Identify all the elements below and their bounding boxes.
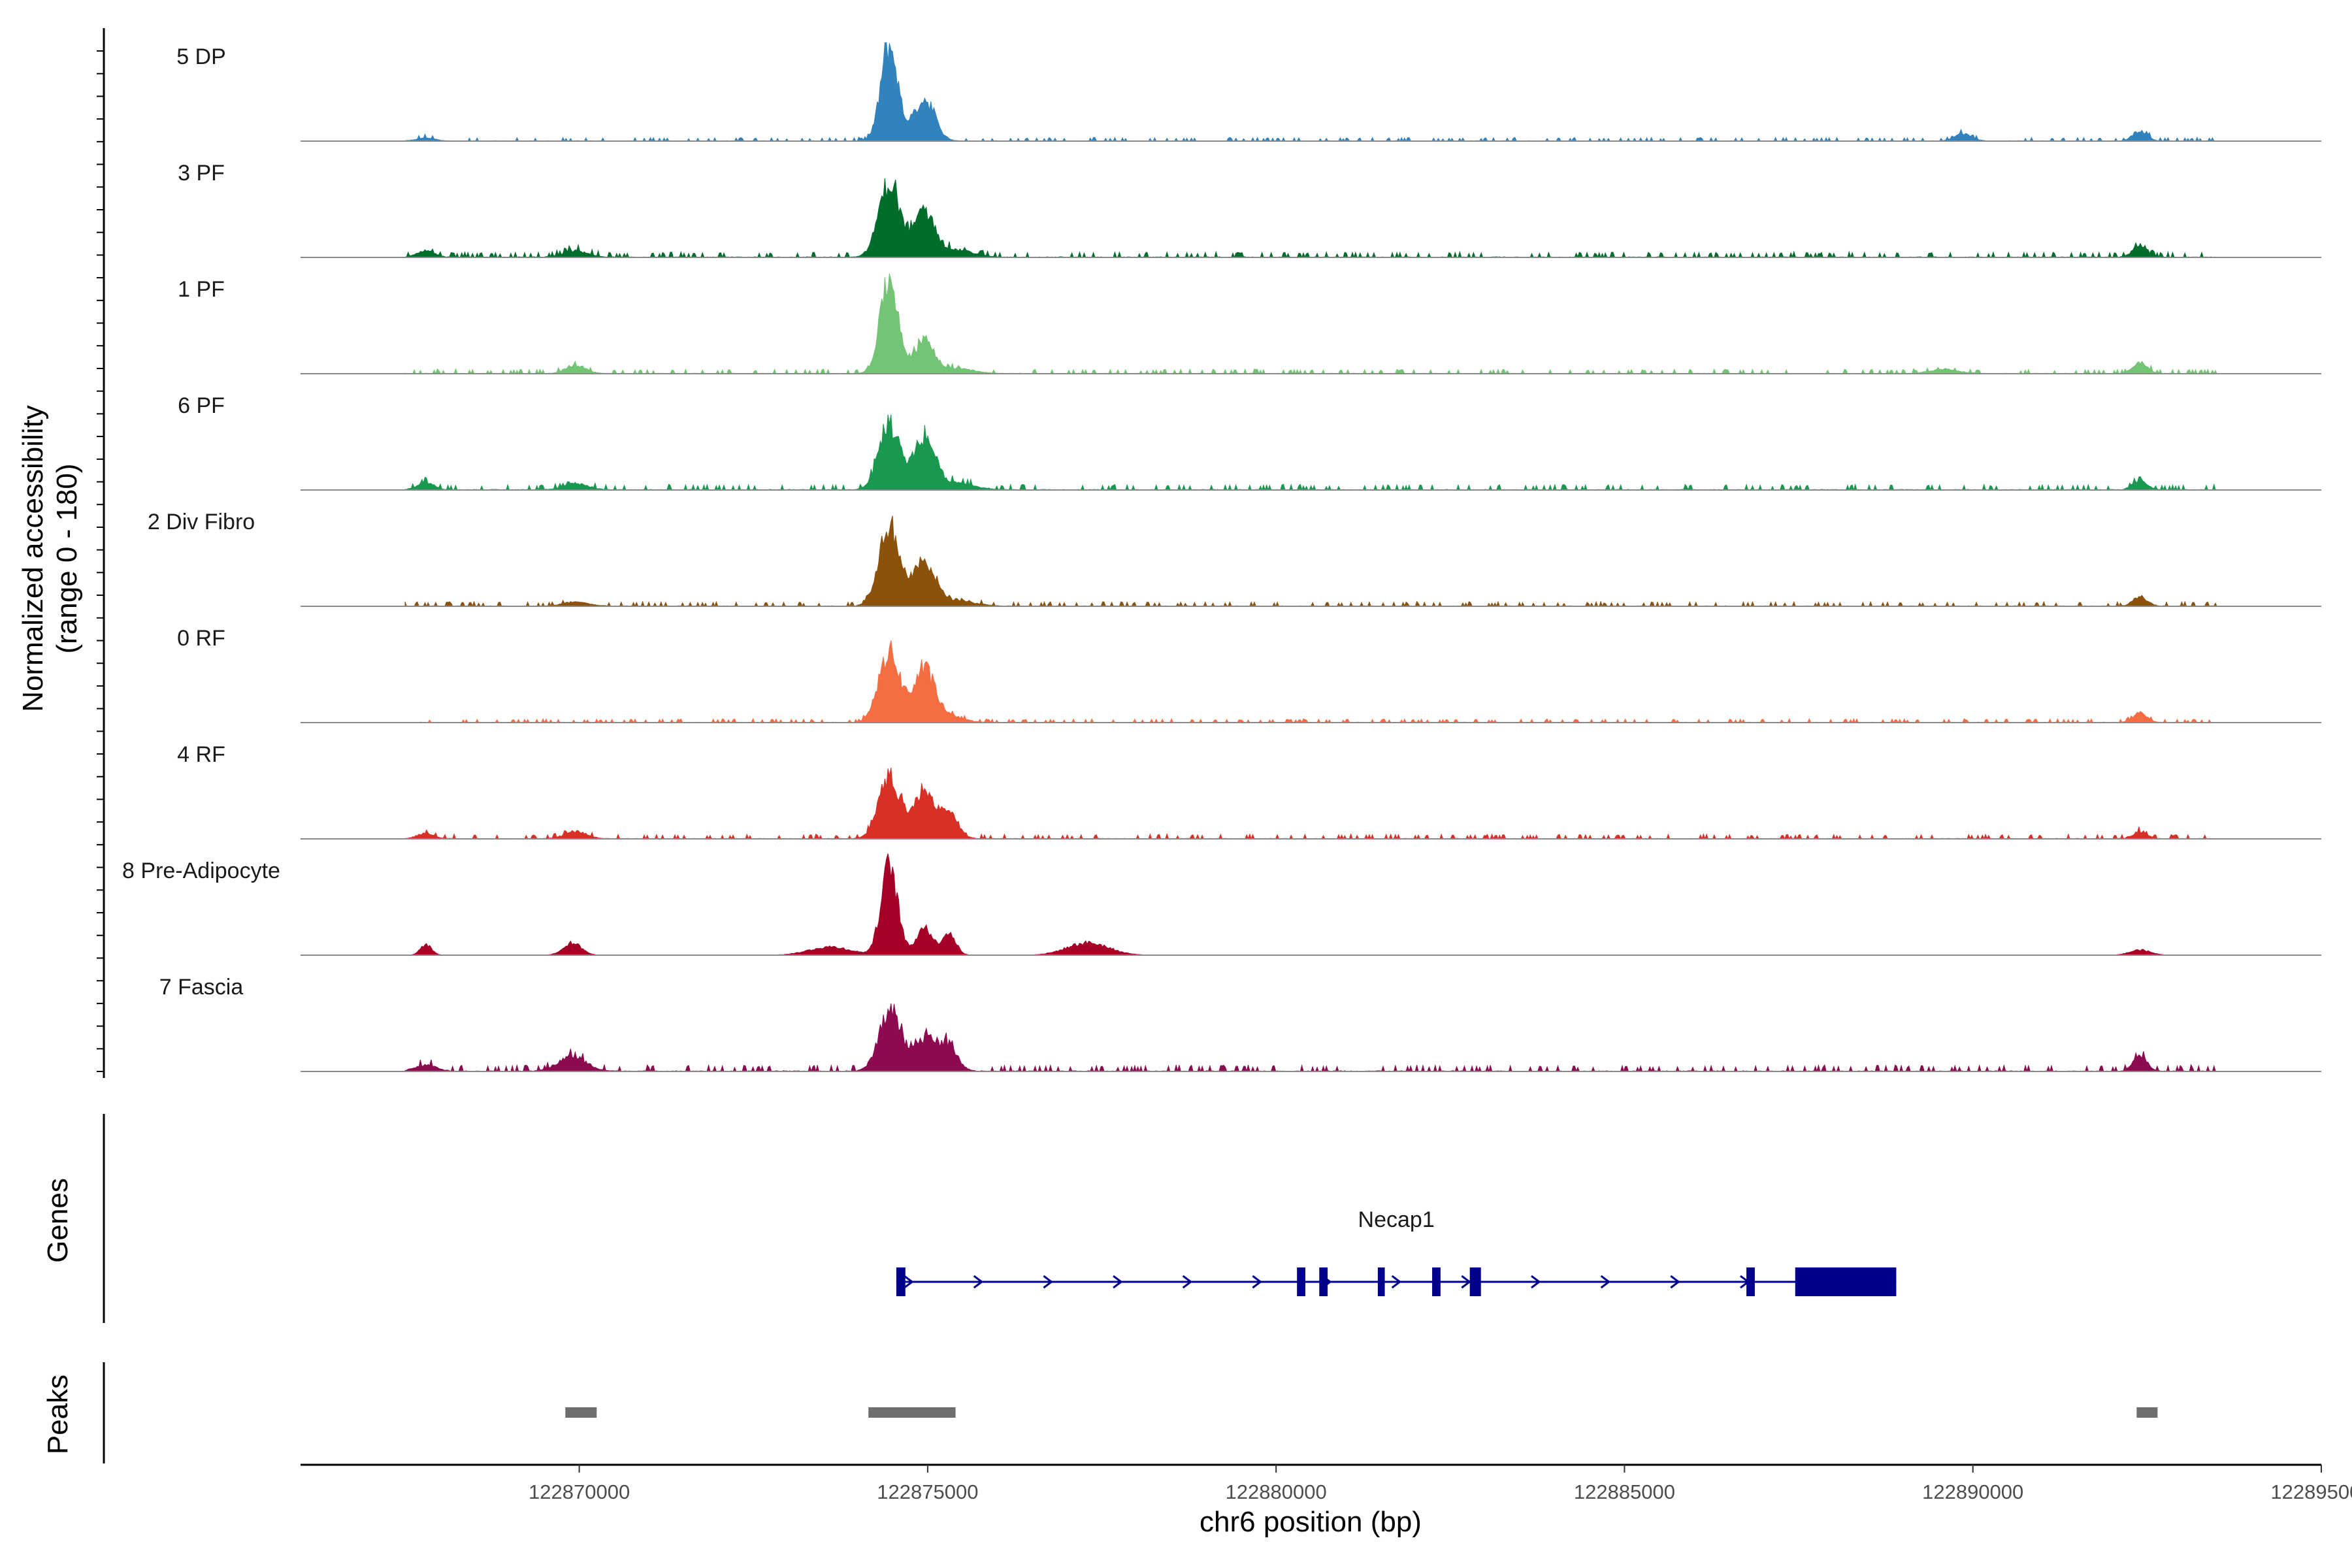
coverage-area-1-pf <box>404 273 2217 375</box>
x-tick-label: 122895000 <box>2270 1480 2352 1503</box>
gene-necap1: Necap1 <box>896 1207 1897 1296</box>
track-1-pf: 1 PF <box>178 273 2321 375</box>
track-label-3-pf: 3 PF <box>178 161 225 186</box>
strand-arrow-icon <box>1113 1275 1123 1289</box>
peak-regions <box>565 1407 2158 1418</box>
track-label-6-pf: 6 PF <box>178 393 225 418</box>
x-tick-label: 122885000 <box>1574 1480 1675 1503</box>
strand-arrow-icon <box>1531 1275 1541 1289</box>
track-2-div-fibro: 2 Div Fibro <box>148 510 2321 608</box>
strand-arrow-icon <box>1391 1275 1402 1289</box>
coverage-area-5-dp <box>404 42 2217 142</box>
genes-track-label: Genes <box>42 1178 74 1263</box>
strand-arrow-icon <box>1043 1275 1053 1289</box>
x-axis-title: chr6 position (bp) <box>1200 1506 1422 1538</box>
y-axis-title-line1: Normalized accessibility <box>17 405 49 711</box>
track-label-8-pre-adipocyte: 8 Pre-Adipocyte <box>122 858 280 883</box>
x-tick-label: 122890000 <box>1922 1480 2023 1503</box>
track-6-pf: 6 PF <box>178 393 2321 491</box>
exon-8 <box>1795 1267 1897 1296</box>
exon-3 <box>1319 1267 1328 1296</box>
x-tick-label: 122880000 <box>1226 1480 1327 1503</box>
track-7-fascia: 7 Fascia <box>159 975 2321 1073</box>
track-8-pre-adipocyte: 8 Pre-Adipocyte <box>122 853 2321 956</box>
gene-name-label: Necap1 <box>1358 1207 1435 1232</box>
coverage-area-0-rf <box>404 640 2217 724</box>
coverage-area-3-pf <box>404 178 2217 259</box>
track-3-pf: 3 PF <box>178 161 2321 259</box>
exon-2 <box>1297 1267 1305 1296</box>
track-label-1-pf: 1 PF <box>178 277 225 302</box>
peaks-track-label: Peaks <box>42 1375 74 1454</box>
coverage-area-2-div-fibro <box>404 515 2217 608</box>
exon-4 <box>1377 1267 1385 1296</box>
strand-arrow-icon <box>1182 1275 1193 1289</box>
strand-arrow-icon <box>1600 1275 1611 1289</box>
track-label-2-div-fibro: 2 Div Fibro <box>148 510 255 534</box>
strand-arrow-icon <box>904 1275 914 1289</box>
track-label-5-dp: 5 DP <box>176 44 226 69</box>
track-label-7-fascia: 7 Fascia <box>159 975 244 1000</box>
coverage-area-7-fascia <box>404 1003 2217 1073</box>
strand-arrow-icon <box>1670 1275 1680 1289</box>
coverage-y-axis <box>97 28 105 1078</box>
coverage-area-4-rf <box>404 768 2217 840</box>
track-4-rf: 4 RF <box>177 742 2321 840</box>
track-label-0-rf: 0 RF <box>177 626 225 651</box>
peak-region-3 <box>2136 1407 2158 1418</box>
peak-region-1 <box>565 1407 597 1418</box>
coverage-area-8-pre-adipocyte <box>405 853 2217 956</box>
coverage-area-6-pf <box>404 414 2217 491</box>
y-axis-title: Normalized accessibility (range 0 - 180) <box>17 405 83 711</box>
x-tick-label: 122875000 <box>877 1480 978 1503</box>
track-5-dp: 5 DP <box>176 42 2321 142</box>
strand-arrow-icon <box>1252 1275 1262 1289</box>
track-label-4-rf: 4 RF <box>177 742 225 767</box>
exon-5 <box>1432 1267 1441 1296</box>
exon-7 <box>1746 1267 1755 1296</box>
exon-1 <box>896 1267 906 1296</box>
peak-region-2 <box>868 1407 956 1418</box>
track-0-rf: 0 RF <box>177 626 2321 724</box>
coverage-tracks: 5 DP 3 PF 1 PF 6 PF 2 Div Fibro 0 RF 4 RF 8 Pre… <box>122 42 2321 1073</box>
x-tick-label: 122870000 <box>529 1480 630 1503</box>
x-axis-ticks: 122870000 122875000 122880000 122885000 1228… <box>529 1465 2352 1503</box>
strand-arrow-icon <box>973 1275 984 1289</box>
strand-arrow-icon <box>1461 1275 1471 1289</box>
y-axis-title-line2: (range 0 - 180) <box>51 463 83 653</box>
exon-6 <box>1469 1267 1481 1296</box>
